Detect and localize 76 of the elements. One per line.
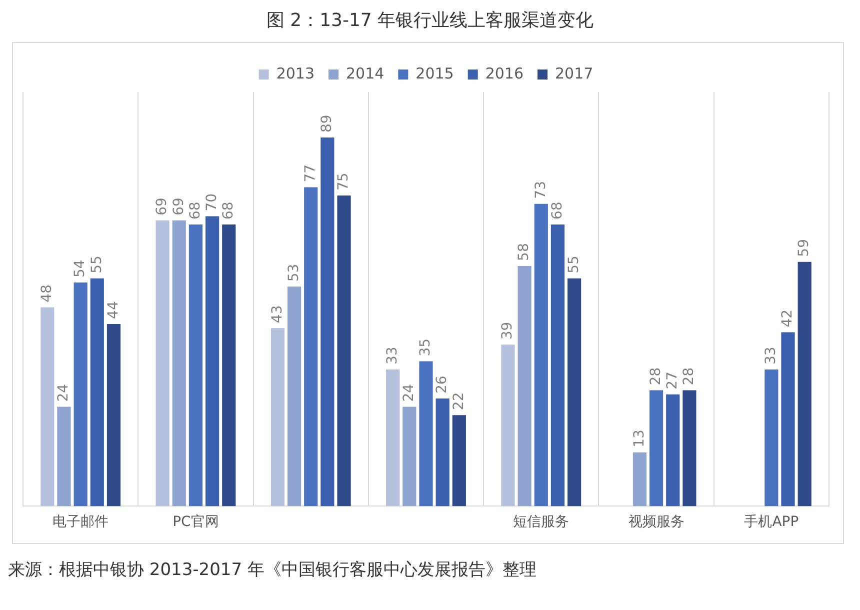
bar <box>304 187 318 506</box>
bar <box>205 216 220 506</box>
data-label: 68 <box>220 202 237 220</box>
data-label: 77 <box>302 164 318 182</box>
x-tick-label: 视频服务 <box>628 514 684 530</box>
data-label: 24 <box>56 384 72 402</box>
data-label: 70 <box>204 193 220 212</box>
x-tick-label: 手机APP <box>744 514 799 530</box>
bar <box>222 224 236 506</box>
bar <box>156 220 170 506</box>
data-label: 59 <box>796 238 812 257</box>
bar <box>57 406 71 506</box>
data-label: 35 <box>418 338 434 356</box>
legend-label: 2015 <box>416 64 454 82</box>
data-label: 28 <box>681 367 698 386</box>
bar <box>337 196 351 506</box>
bar <box>452 415 466 506</box>
bar <box>666 394 680 506</box>
data-label: 75 <box>336 172 352 191</box>
data-label: 27 <box>664 372 681 390</box>
data-label: 53 <box>286 264 302 282</box>
x-tick-label: 电子邮件 <box>52 514 109 530</box>
data-label: 24 <box>401 384 418 402</box>
bar <box>74 282 88 506</box>
bar <box>550 224 565 506</box>
data-label: 33 <box>763 346 780 365</box>
data-label: 13 <box>631 430 648 448</box>
bar <box>518 266 532 506</box>
bar <box>386 370 400 506</box>
bar <box>90 278 104 506</box>
bar <box>534 204 548 506</box>
bar <box>106 324 121 506</box>
bar <box>40 307 54 506</box>
bar <box>501 344 515 506</box>
data-label: 44 <box>105 301 122 319</box>
bar <box>781 332 795 506</box>
legend-label: 2017 <box>555 64 594 82</box>
bar <box>172 220 186 506</box>
bar <box>682 390 696 506</box>
data-label: 48 <box>39 284 56 302</box>
bar <box>436 398 450 506</box>
legend-label: 2016 <box>485 64 524 82</box>
data-label: 55 <box>88 256 105 274</box>
bar <box>568 278 582 506</box>
data-label: 54 <box>72 260 88 278</box>
legend-label: 2014 <box>346 64 384 82</box>
bar <box>798 262 812 506</box>
data-label: 68 <box>187 202 204 220</box>
bar <box>632 452 647 506</box>
data-label: 69 <box>154 198 170 216</box>
bar <box>320 138 334 506</box>
data-label: 33 <box>384 346 400 365</box>
x-tick-label: PC官网 <box>172 514 219 530</box>
bar <box>287 286 302 506</box>
data-label: 58 <box>516 243 532 261</box>
data-label: 42 <box>780 309 796 328</box>
data-label: 22 <box>450 392 467 410</box>
bar <box>419 361 433 506</box>
bar <box>270 328 284 506</box>
data-label: 89 <box>319 114 336 133</box>
bar <box>188 224 203 506</box>
source-note: 来源：根据中银协 2013-2017 年《中国银行客服中心发展报告》整理 <box>8 559 538 581</box>
bar <box>402 406 416 506</box>
legend-label: 2013 <box>276 64 315 82</box>
data-label: 28 <box>648 367 664 386</box>
chart-title: 图 2：13-17 年银行业线上客服渠道变化 <box>265 9 595 32</box>
data-label: 43 <box>269 305 286 324</box>
x-tick-label: 短信服务 <box>513 514 570 530</box>
data-label: 73 <box>532 181 549 199</box>
data-label: 55 <box>566 256 582 274</box>
data-label: 26 <box>434 376 450 394</box>
data-label: 39 <box>500 322 516 340</box>
bar <box>649 390 664 506</box>
bar <box>764 370 778 506</box>
data-label: 69 <box>170 198 187 216</box>
data-label: 68 <box>549 202 566 220</box>
